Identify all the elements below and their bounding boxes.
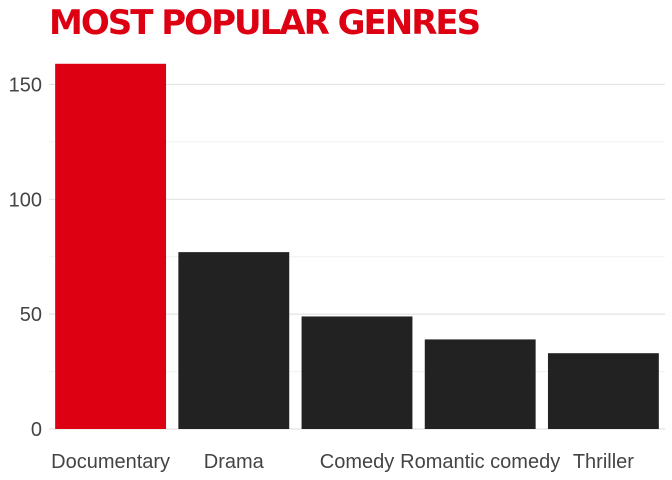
bar-comedy: [301, 316, 413, 429]
chart-title: MOST POPULAR GENRES: [49, 3, 479, 43]
x-tick-label-romantic-comedy: Romantic comedy: [400, 451, 560, 473]
x-tick-label-documentary: Documentary: [51, 451, 170, 473]
y-tick-label-150: 150: [9, 74, 42, 96]
bar-drama: [178, 252, 290, 429]
y-tick-label-0: 0: [31, 419, 42, 441]
bars: [55, 63, 659, 429]
bar-thriller: [547, 353, 659, 429]
x-axis-ticks: Documentary Drama Comedy Romantic comedy Thr…: [51, 451, 634, 473]
bar-romantic-comedy: [424, 339, 536, 429]
y-tick-label-50: 50: [20, 304, 42, 326]
x-tick-label-drama: Drama: [204, 451, 265, 473]
y-axis-ticks: 0 50 100 150: [9, 74, 42, 441]
x-tick-label-comedy: Comedy: [320, 451, 394, 473]
x-tick-label-thriller: Thriller: [573, 451, 634, 473]
y-tick-label-100: 100: [9, 189, 42, 211]
bar-documentary: [55, 63, 167, 429]
